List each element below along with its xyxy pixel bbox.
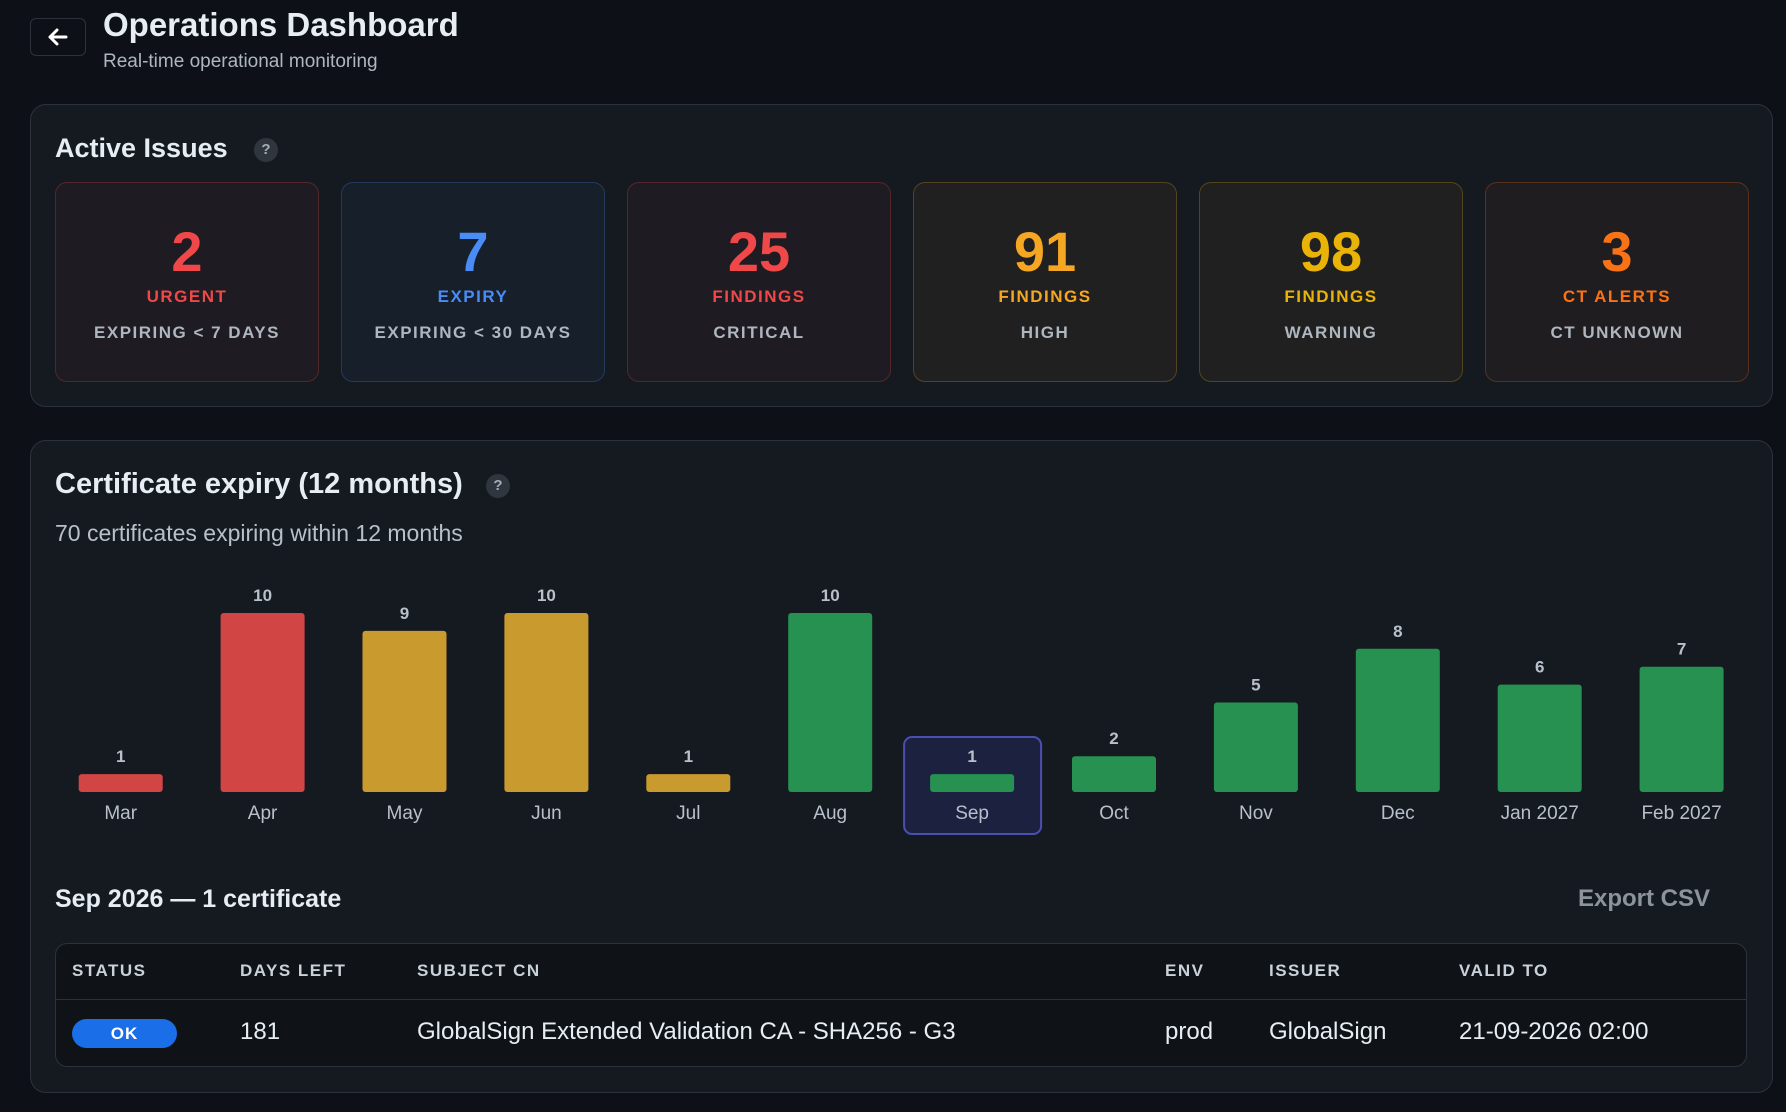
table (55, 943, 1747, 1067)
x-tick-label: Jun (531, 803, 562, 824)
value-label: 2 (1109, 729, 1118, 748)
page-title: Operations Dashboard (103, 6, 459, 43)
tile-sublabel: WARNING (1284, 323, 1378, 342)
bar[interactable] (504, 613, 589, 792)
status-badge: OK (72, 1019, 177, 1048)
tile-value: 3 (1601, 220, 1633, 283)
table-cell: 21-09-2026 02:00 (1459, 1018, 1649, 1045)
value-label: 5 (1251, 676, 1260, 695)
bar[interactable] (930, 774, 1015, 792)
table-divider (56, 999, 1746, 1000)
table-cell: 181 (240, 1018, 281, 1045)
bar[interactable] (1639, 666, 1724, 792)
active-issues-card (30, 104, 1773, 407)
tile-value: 2 (171, 220, 203, 283)
back-button[interactable] (30, 18, 86, 56)
tile-value: 98 (1299, 220, 1363, 283)
column-header: VALID TO (1459, 961, 1549, 980)
tile-label: FINDINGS (712, 287, 806, 306)
column-header: ENV (1165, 961, 1205, 980)
tile-sublabel: CRITICAL (713, 323, 805, 342)
column-header: SUBJECT CN (417, 961, 541, 980)
tile-sublabel: EXPIRING < 30 DAYS (374, 323, 572, 342)
bar[interactable] (1497, 684, 1582, 792)
bar[interactable] (1355, 648, 1440, 792)
tile-sublabel: EXPIRING < 7 DAYS (94, 323, 280, 342)
value-label: 1 (116, 747, 125, 766)
bar[interactable] (788, 613, 873, 792)
table-cell: GlobalSign (1269, 1018, 1387, 1045)
x-tick-label: Sep (955, 803, 989, 824)
bar[interactable] (362, 630, 447, 792)
tile-label: EXPIRY (437, 287, 509, 306)
page-subtitle: Real-time operational monitoring (103, 51, 378, 72)
tile-sublabel: HIGH (1020, 323, 1070, 342)
x-tick-label: Nov (1239, 803, 1273, 824)
bar[interactable] (646, 774, 731, 792)
value-label: 10 (253, 586, 272, 605)
value-label: 1 (684, 747, 693, 766)
table-cell: prod (1165, 1018, 1214, 1045)
bar[interactable] (78, 774, 163, 792)
tile-value: 91 (1013, 220, 1077, 283)
issue-tile[interactable] (913, 182, 1177, 382)
tile-sublabel: CT UNKNOWN (1550, 323, 1684, 342)
column-header: ISSUER (1269, 961, 1342, 980)
tile-label: FINDINGS (998, 287, 1092, 306)
table-cell: GlobalSign Extended Validation CA - SHA2… (417, 1018, 956, 1045)
column-header: STATUS (72, 961, 147, 980)
bar[interactable] (1072, 756, 1156, 792)
x-tick-label: Feb 2027 (1641, 803, 1721, 824)
bar[interactable] (1213, 702, 1298, 793)
chart-title: Certificate expiry (12 months) (55, 468, 463, 500)
value-label: 7 (1677, 640, 1686, 659)
tile-value: 7 (457, 220, 489, 283)
x-tick-label: May (387, 803, 423, 824)
tile-value: 25 (727, 220, 791, 283)
issue-tile[interactable] (55, 182, 319, 382)
chart: 1 Mar 10 Apr 9 May 10 Jun 1 Jul 10 Aug 1 Sep 2 Oct 5 Nov 8… (78, 586, 1724, 835)
value-label: 9 (400, 604, 409, 623)
issue-tile[interactable] (341, 182, 605, 382)
value-label: 10 (821, 586, 840, 605)
back-arrow (48, 28, 68, 46)
help-icon[interactable]: ? (254, 138, 278, 162)
x-tick-label: Mar (104, 803, 137, 824)
x-tick-label: Jan 2027 (1501, 803, 1579, 824)
x-tick-label: Oct (1099, 803, 1129, 824)
value-label: 1 (967, 747, 976, 766)
export-button[interactable]: Export CSV (1578, 885, 1711, 912)
detail-title: Sep 2026 — 1 certificate (55, 885, 342, 913)
issue-tile[interactable] (1485, 182, 1749, 382)
x-tick-label: Dec (1381, 803, 1415, 824)
tile-label: CT ALERTS (1562, 287, 1672, 306)
x-tick-label: Apr (248, 803, 278, 824)
tile-label: URGENT (146, 287, 228, 306)
value-label: 8 (1393, 622, 1402, 641)
x-tick-label: Jul (676, 803, 700, 824)
section-title: Active Issues (55, 133, 228, 163)
value-label: 10 (537, 586, 556, 605)
issue-tile[interactable] (1199, 182, 1463, 382)
help-icon[interactable]: ? (486, 474, 510, 498)
tile-label: FINDINGS (1284, 287, 1378, 306)
x-tick-label: Aug (813, 803, 847, 824)
chart-subtitle: 70 certificates expiring within 12 month… (55, 520, 463, 546)
column-header: DAYS LEFT (240, 961, 347, 980)
value-label: 6 (1535, 658, 1544, 677)
issue-tile[interactable] (627, 182, 891, 382)
bar[interactable] (220, 613, 305, 792)
